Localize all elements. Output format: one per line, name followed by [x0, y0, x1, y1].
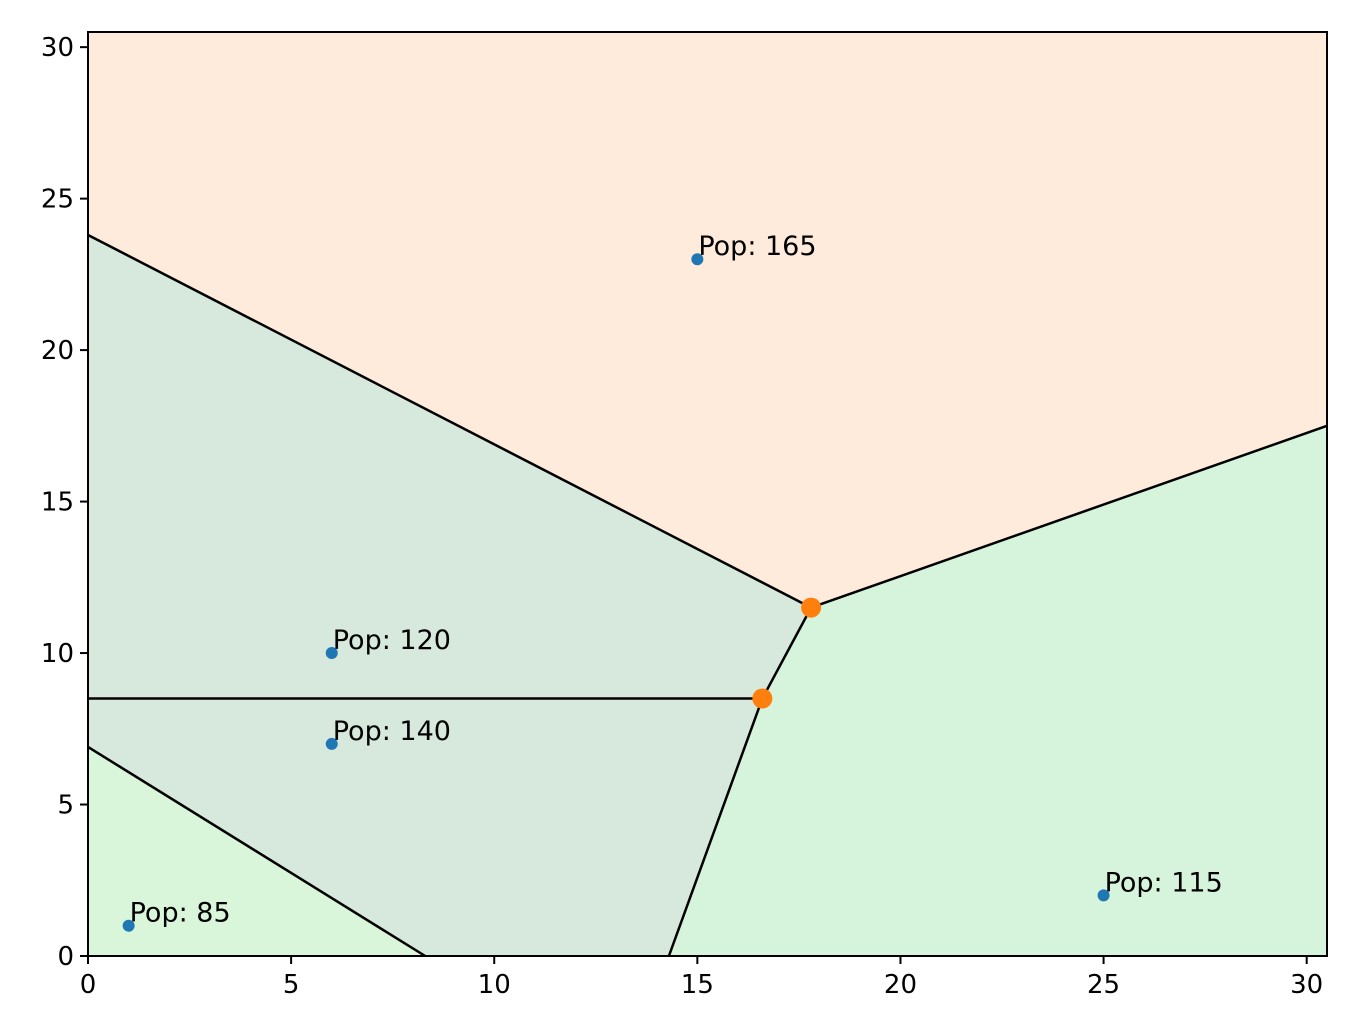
site-label-3: Pop: 165 [698, 231, 816, 262]
x-tick-label-6: 30 [1290, 970, 1323, 1000]
site-point-4 [1097, 889, 1110, 902]
site-point-2 [325, 647, 338, 660]
voronoi-region-1 [88, 234, 812, 956]
y-tick-label-4: 20 [41, 336, 74, 366]
y-tick-label-1: 5 [57, 791, 74, 821]
plot-frame [87, 31, 1328, 957]
y-tick-label-2: 10 [41, 639, 74, 669]
x-axis: 0 5 10 15 20 25 30 [80, 956, 1323, 1000]
site-point-0 [122, 919, 135, 932]
site-label-0: Pop: 85 [130, 898, 231, 929]
x-tick-label-1: 5 [283, 970, 300, 1000]
y-tick-label-0: 0 [57, 942, 74, 972]
voronoi-region-0 [88, 32, 1327, 608]
voronoi-edge-0 [87, 233, 812, 609]
x-tick-label-2: 10 [478, 970, 511, 1000]
x-tick-label-4: 20 [884, 970, 917, 1000]
site-label-1: Pop: 140 [333, 716, 451, 747]
labels-layer: Pop: 85 Pop: 140 Pop: 120 Pop: 165 Pop: 115 [130, 231, 1223, 928]
site-point-3 [691, 253, 704, 266]
points-layer [122, 253, 1110, 932]
y-tick-label-5: 25 [41, 185, 74, 215]
y-axis: 0 5 10 15 20 25 30 [41, 33, 88, 972]
voronoi-vertex-0 [801, 597, 822, 618]
voronoi-edge-1 [810, 424, 1328, 609]
y-tick-label-3: 15 [41, 488, 74, 518]
voronoi-edge-2 [761, 607, 813, 700]
voronoi-edge-3 [667, 698, 764, 957]
site-point-1 [325, 737, 338, 750]
vertices-layer [752, 597, 822, 709]
site-label-4: Pop: 115 [1105, 867, 1223, 898]
regions-layer [88, 32, 1327, 956]
x-tick-label-3: 15 [681, 970, 714, 1000]
voronoi-vertex-1 [752, 688, 773, 709]
voronoi-region-2 [668, 425, 1327, 956]
x-tick-label-5: 25 [1087, 970, 1120, 1000]
voronoi-edge-5 [87, 745, 426, 958]
edges-layer [87, 233, 1328, 958]
y-tick-label-6: 30 [41, 33, 74, 63]
site-label-2: Pop: 120 [333, 625, 451, 656]
x-tick-label-0: 0 [80, 970, 97, 1000]
